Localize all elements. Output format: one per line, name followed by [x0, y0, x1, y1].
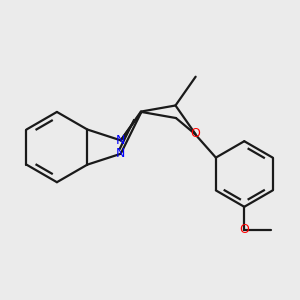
- Text: N: N: [116, 147, 125, 160]
- Text: O: O: [190, 127, 200, 140]
- Text: N: N: [116, 134, 125, 147]
- Text: O: O: [239, 223, 249, 236]
